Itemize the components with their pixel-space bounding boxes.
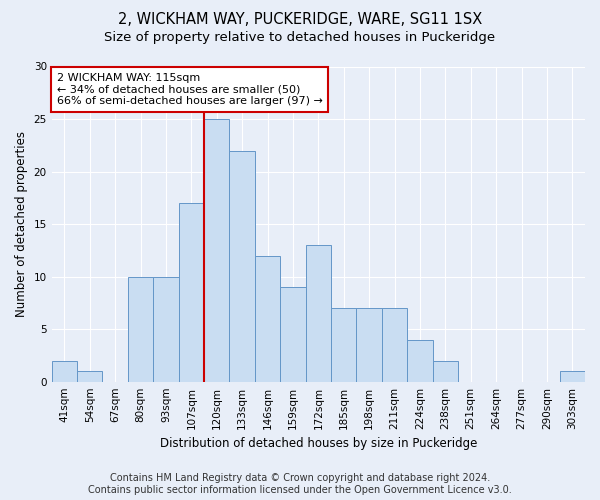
Bar xyxy=(128,276,153,382)
Bar xyxy=(331,308,356,382)
Text: Size of property relative to detached houses in Puckeridge: Size of property relative to detached ho… xyxy=(104,31,496,44)
Bar xyxy=(204,119,229,382)
Bar xyxy=(560,371,585,382)
Text: Contains HM Land Registry data © Crown copyright and database right 2024.
Contai: Contains HM Land Registry data © Crown c… xyxy=(88,474,512,495)
Bar xyxy=(153,276,179,382)
Bar xyxy=(305,245,331,382)
Text: 2, WICKHAM WAY, PUCKERIDGE, WARE, SG11 1SX: 2, WICKHAM WAY, PUCKERIDGE, WARE, SG11 1… xyxy=(118,12,482,28)
Text: 2 WICKHAM WAY: 115sqm
← 34% of detached houses are smaller (50)
66% of semi-deta: 2 WICKHAM WAY: 115sqm ← 34% of detached … xyxy=(57,73,323,106)
Bar xyxy=(407,340,433,382)
X-axis label: Distribution of detached houses by size in Puckeridge: Distribution of detached houses by size … xyxy=(160,437,477,450)
Bar xyxy=(280,287,305,382)
Bar xyxy=(356,308,382,382)
Bar xyxy=(433,360,458,382)
Bar xyxy=(52,360,77,382)
Bar xyxy=(179,203,204,382)
Bar xyxy=(77,371,103,382)
Bar xyxy=(229,150,255,382)
Bar xyxy=(382,308,407,382)
Bar xyxy=(255,256,280,382)
Y-axis label: Number of detached properties: Number of detached properties xyxy=(15,131,28,317)
